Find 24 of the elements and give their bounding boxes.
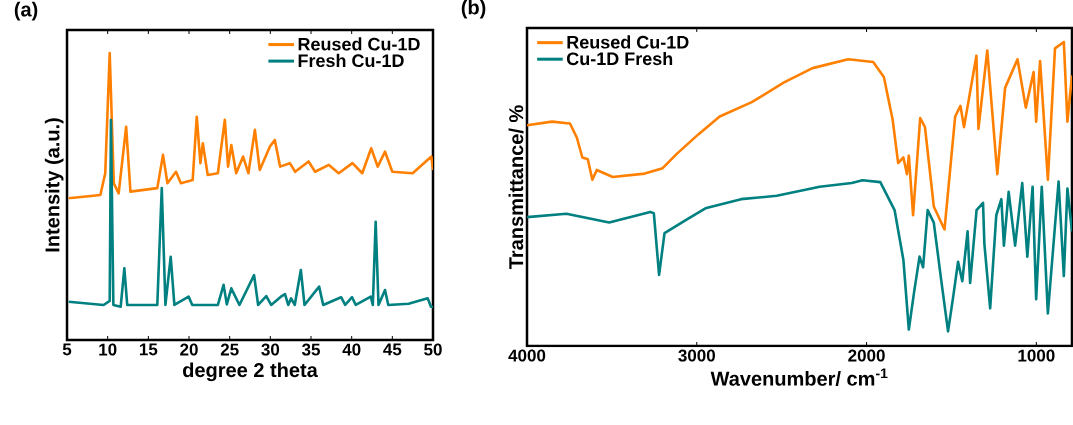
x-tick-label: 20 <box>180 343 198 356</box>
x-tick-label: 15 <box>139 343 158 356</box>
y-axis-title: Transmittance/ % <box>508 105 524 270</box>
x-tick-label: 40 <box>342 343 361 356</box>
legend-label: Reused Cu-1D <box>567 35 689 49</box>
x-tick-label: 4000 <box>508 349 546 362</box>
x-tick-label: 30 <box>261 343 280 356</box>
x-tick-label: 3000 <box>678 349 715 362</box>
legend-label: Fresh Cu-1D <box>298 53 404 68</box>
x-tick-label: 35 <box>301 343 320 356</box>
x-axis-title: degree 2 theta <box>183 362 318 382</box>
x-tick-label: 5 <box>62 343 72 356</box>
x-tick-label: 45 <box>383 343 402 356</box>
chart-title: (b) <box>461 0 486 19</box>
y-axis-title: Intensity (a.u.) <box>44 118 64 252</box>
x-axis-title: Wavenumber/ cm$^{-1}$ <box>710 368 888 387</box>
x-tick-label: 1000 <box>1018 349 1055 362</box>
x-tick-label: 2000 <box>848 349 885 362</box>
chart-title: (a) <box>14 1 38 21</box>
x-tick-label: 50 <box>424 343 442 356</box>
x-tick-label: 10 <box>99 343 117 356</box>
legend-label: Reused Cu-1D <box>298 37 420 51</box>
x-tick-label: 25 <box>220 343 239 356</box>
legend-label: Cu-1D Fresh <box>566 51 673 66</box>
